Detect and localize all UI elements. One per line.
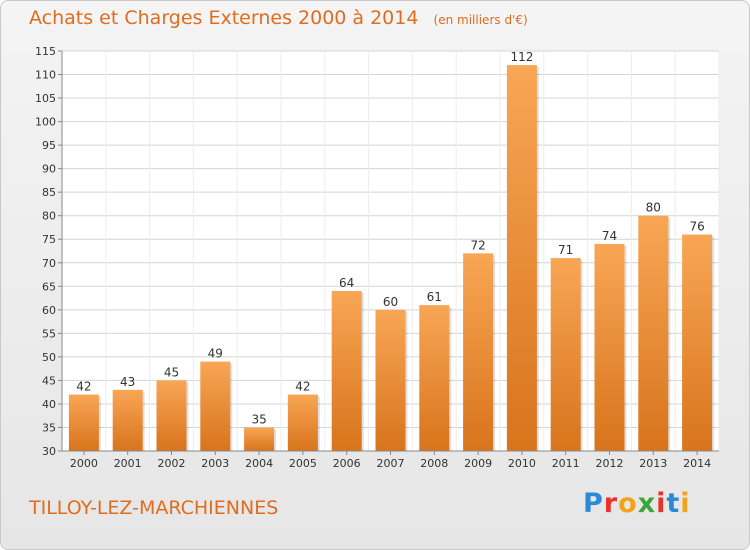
data-label-2004: 35 <box>251 412 266 426</box>
x-tick-label-2004: 2004 <box>245 457 273 470</box>
bar-2013 <box>638 215 669 451</box>
proxiti-logo[interactable]: Proxiti <box>583 488 691 519</box>
bar-2009 <box>463 253 494 451</box>
bars <box>68 65 715 451</box>
data-label-2009: 72 <box>470 238 485 252</box>
x-tick-label-2014: 2014 <box>683 457 711 470</box>
x-tick-label-2003: 2003 <box>201 457 229 470</box>
logo-letter: t <box>666 488 681 519</box>
chart-unit: (en milliers d'€) <box>433 13 528 27</box>
x-tick-label-2005: 2005 <box>289 457 317 470</box>
bar-2007 <box>375 309 406 451</box>
y-tick-label-105: 105 <box>35 92 56 105</box>
y-tick-label-60: 60 <box>42 304 56 317</box>
y-tick-label-80: 80 <box>42 210 56 223</box>
chart-title: Achats et Charges Externes 2000 à 2014 <box>29 7 419 29</box>
bar-2006 <box>331 291 362 451</box>
y-tick-label-35: 35 <box>42 421 56 434</box>
data-label-2014: 76 <box>689 220 704 234</box>
bar-2001 <box>112 389 143 451</box>
y-tick-label-100: 100 <box>35 116 56 129</box>
x-tick-label-2013: 2013 <box>639 457 667 470</box>
data-label-2002: 45 <box>164 365 179 379</box>
y-tick-label-115: 115 <box>35 45 56 58</box>
x-tick-label-2000: 2000 <box>70 457 98 470</box>
data-label-2012: 74 <box>602 229 617 243</box>
x-tick-label-2010: 2010 <box>508 457 536 470</box>
y-tick-label-55: 55 <box>42 327 56 340</box>
logo-letter: x <box>637 488 657 519</box>
bar-2012 <box>594 243 625 451</box>
y-tick-label-30: 30 <box>42 445 56 458</box>
logo-letter: o <box>618 488 638 519</box>
data-label-2001: 43 <box>120 375 135 389</box>
y-tick-label-40: 40 <box>42 398 56 411</box>
y-tick-label-95: 95 <box>42 139 56 152</box>
y-tick-label-45: 45 <box>42 374 56 387</box>
data-label-2005: 42 <box>295 380 310 394</box>
logo-letter: i <box>680 488 691 519</box>
y-tick-label-110: 110 <box>35 69 56 82</box>
data-label-2003: 49 <box>208 347 223 361</box>
x-tick-label-2008: 2008 <box>420 457 448 470</box>
data-label-2006: 64 <box>339 276 354 290</box>
logo-letter: i <box>656 488 667 519</box>
x-tick-label-2009: 2009 <box>464 457 492 470</box>
y-tick-label-70: 70 <box>42 257 56 270</box>
data-label-2007: 60 <box>383 295 398 309</box>
labels: 30 35 40 45 50 55 60 65 70 75 80 85 90 95 100 105 110 115… <box>35 45 711 470</box>
logo-letter: r <box>603 488 619 519</box>
data-label-2000: 42 <box>76 380 91 394</box>
logo-letter: P <box>583 488 604 519</box>
y-tick-label-90: 90 <box>42 163 56 176</box>
x-tick-label-2011: 2011 <box>552 457 580 470</box>
bar-2002 <box>156 380 187 451</box>
chart-title-row: Achats et Charges Externes 2000 à 2014 (… <box>29 7 528 29</box>
bar-2004 <box>244 427 275 451</box>
bar-2003 <box>200 361 231 451</box>
data-label-2010: 112 <box>510 50 533 64</box>
x-tick-label-2001: 2001 <box>114 457 142 470</box>
y-tick-label-65: 65 <box>42 280 56 293</box>
y-tick-label-85: 85 <box>42 186 56 199</box>
commune-name: TILLOY-LEZ-MARCHIENNES <box>29 497 279 519</box>
bar-2000 <box>68 394 99 451</box>
bar-2005 <box>287 394 318 451</box>
x-tick-label-2007: 2007 <box>377 457 405 470</box>
data-label-2013: 80 <box>646 201 661 215</box>
x-tick-label-2002: 2002 <box>158 457 186 470</box>
bar-2011 <box>550 258 581 451</box>
bar-2008 <box>419 305 450 451</box>
data-label-2011: 71 <box>558 243 573 257</box>
y-tick-label-50: 50 <box>42 351 56 364</box>
x-tick-label-2006: 2006 <box>333 457 361 470</box>
data-label-2008: 61 <box>427 290 442 304</box>
x-tick-label-2012: 2012 <box>596 457 624 470</box>
bar-2014 <box>682 234 713 451</box>
y-tick-label-75: 75 <box>42 233 56 246</box>
bar-2010 <box>506 65 537 451</box>
axes <box>58 50 719 455</box>
